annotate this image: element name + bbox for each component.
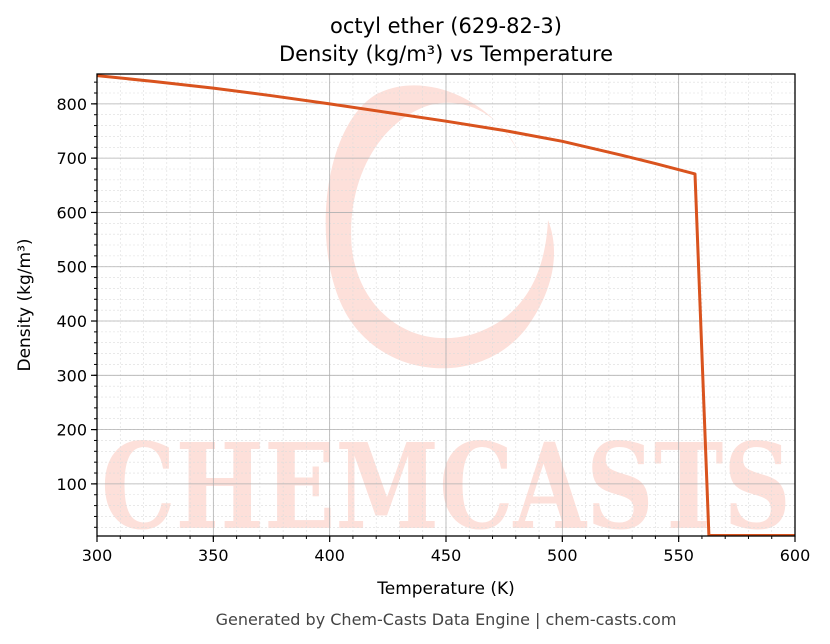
chart-title: octyl ether (629-82-3)	[330, 14, 562, 38]
density-series-line	[97, 74, 795, 536]
x-axis-ticks: 300 350 400 450 500 550 600	[82, 536, 811, 565]
x-tick-label: 350	[198, 546, 229, 565]
y-tick-label: 500	[56, 258, 87, 277]
y-axis-label: Density (kg/m³)	[15, 238, 35, 371]
y-tick-label: 600	[56, 203, 87, 222]
y-tick-label: 700	[56, 149, 87, 168]
footer-credit: Generated by Chem-Casts Data Engine | ch…	[216, 610, 677, 629]
y-axis-ticks: 100 200 300 400 500 600 700 800	[56, 95, 97, 494]
x-tick-label: 550	[663, 546, 694, 565]
watermark-logo-icon	[325, 85, 555, 369]
x-tick-label: 400	[314, 546, 345, 565]
y-tick-label: 800	[56, 95, 87, 114]
x-tick-label: 500	[547, 546, 578, 565]
y-tick-label: 100	[56, 475, 87, 494]
x-axis-label: Temperature (K)	[376, 579, 515, 599]
chart-subtitle: Density (kg/m³) vs Temperature	[279, 42, 613, 66]
x-tick-label: 450	[431, 546, 462, 565]
x-tick-label: 300	[82, 546, 113, 565]
y-tick-label: 400	[56, 312, 87, 331]
y-tick-label: 200	[56, 421, 87, 440]
series-layer	[97, 74, 795, 536]
y-tick-label: 300	[56, 366, 87, 385]
x-tick-label: 600	[780, 546, 811, 565]
